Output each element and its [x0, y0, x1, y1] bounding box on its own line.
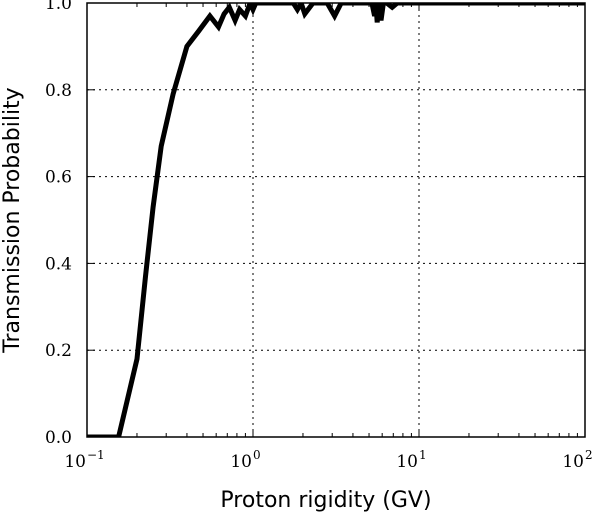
- tick-labels: 10 −1 10 0 10 1 10 20.00.20.40.60.81.0: [45, 0, 593, 472]
- x-tick-exponent: 0: [253, 448, 261, 462]
- x-tick-exponent: 1: [419, 448, 427, 462]
- y-tick-label: 0.4: [45, 254, 72, 274]
- y-tick-label: 0.0: [45, 428, 72, 448]
- y-axis-label: Transmission Probability: [0, 87, 25, 353]
- x-tick-exponent: 2: [585, 448, 593, 462]
- y-tick-label: 1.0: [45, 0, 72, 14]
- x-tick-label: 10: [562, 452, 584, 472]
- x-axis-label: Proton rigidity (GV): [220, 488, 431, 513]
- series-layer: [87, 3, 585, 437]
- axis-ticks: [86, 2, 586, 438]
- x-tick-label: 10: [230, 452, 252, 472]
- x-tick-exponent: −1: [87, 448, 105, 462]
- x-tick-label: 10: [396, 452, 418, 472]
- x-tick-label: 10: [64, 452, 86, 472]
- plot-frame: [86, 2, 586, 438]
- y-tick-label: 0.6: [45, 168, 72, 188]
- y-tick-label: 0.8: [45, 81, 72, 101]
- y-tick-label: 0.2: [45, 341, 72, 361]
- series-line: [87, 3, 585, 437]
- grid-lines: [87, 3, 585, 437]
